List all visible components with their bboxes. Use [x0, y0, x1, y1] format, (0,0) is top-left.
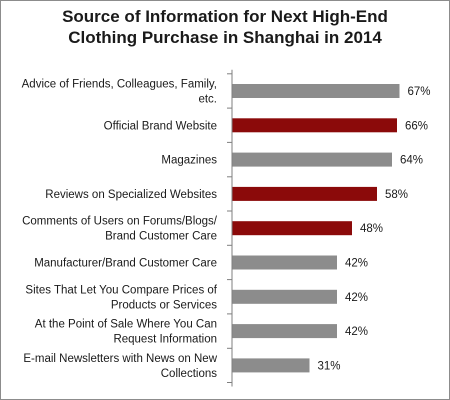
category-label-line: Brand Customer Care	[105, 231, 217, 243]
bar-3	[232, 152, 392, 167]
category-label-1: Advice of Friends, Colleagues, Family, et…	[22, 79, 217, 106]
value-label-2: 66%	[405, 120, 428, 132]
category-label-line: Reviews on Specialized Websites	[45, 189, 217, 201]
category-label-line: Products or Services	[111, 299, 217, 311]
bar-4	[232, 186, 377, 201]
bar-9	[232, 358, 310, 373]
bar-2	[232, 118, 397, 133]
chart-title-line-1: Source of Information for Next High-End	[62, 7, 388, 26]
category-label-line: etc.	[198, 94, 217, 106]
category-label-6: Manufacturer/Brand Customer Care	[34, 258, 217, 270]
category-label-line: Magazines	[161, 155, 217, 167]
category-label-line: E-mail Newsletters with News on New	[23, 353, 217, 365]
value-label-1: 67%	[408, 86, 431, 98]
category-label-line: At the Point of Sale Where You Can	[35, 319, 217, 331]
category-label-9: E-mail Newsletters with News on New Colle…	[23, 353, 217, 380]
bar-7	[232, 289, 337, 304]
category-label-7: Sites That Let You Compare Prices of Prod…	[25, 284, 217, 311]
category-label-line: Manufacturer/Brand Customer Care	[34, 258, 217, 270]
category-label-line: Comments of Users on Forums/Blogs/	[22, 216, 218, 228]
value-label-5: 48%	[360, 223, 383, 235]
value-label-8: 42%	[345, 326, 368, 338]
category-label-8: At the Point of Sale Where You Can Reques…	[35, 319, 217, 346]
category-label-line: Official Brand Website	[104, 120, 217, 132]
bar-8	[232, 324, 337, 339]
category-label-line: Sites That Let You Compare Prices of	[25, 284, 217, 296]
value-label-4: 58%	[385, 189, 408, 201]
category-label-2: Official Brand Website	[104, 120, 217, 132]
value-label-3: 64%	[400, 155, 423, 167]
category-label-3: Magazines	[161, 155, 217, 167]
bar-1	[232, 84, 400, 98]
chart-title: Source of Information for Next High-End …	[0, 6, 450, 48]
bar-6	[232, 255, 337, 270]
chart-title-line-2: Clothing Purchase in Shanghai in 2014	[68, 28, 382, 47]
value-label-6: 42%	[345, 258, 368, 270]
value-label-7: 42%	[345, 292, 368, 304]
category-label-line: Request Information	[113, 334, 217, 346]
category-label-line: Advice of Friends, Colleagues, Family,	[22, 79, 217, 91]
value-label-9: 31%	[318, 360, 341, 372]
bar-5	[232, 221, 352, 236]
category-label-line: Collections	[161, 368, 217, 380]
category-label-4: Reviews on Specialized Websites	[45, 189, 217, 201]
category-label-5: Comments of Users on Forums/Blogs/Brand …	[22, 216, 218, 243]
